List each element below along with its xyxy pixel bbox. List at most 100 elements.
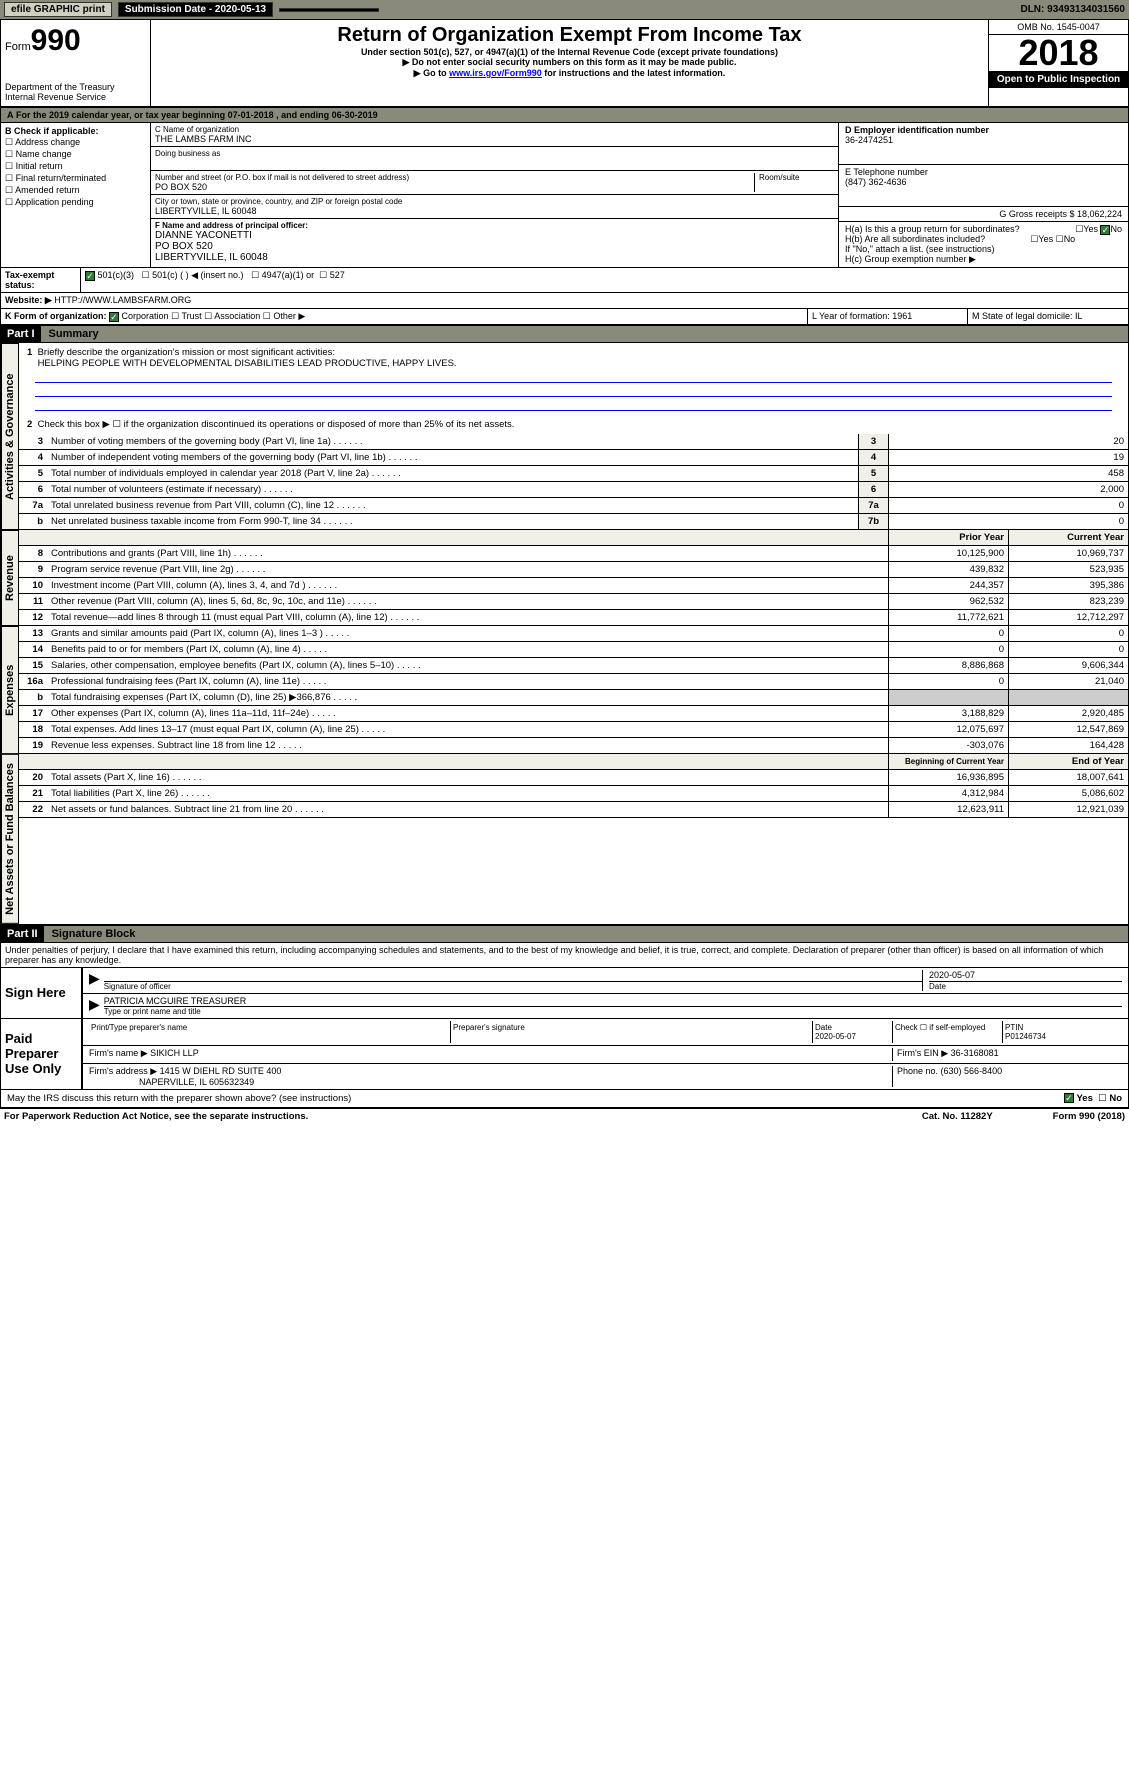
netassets-side-label: Net Assets or Fund Balances: [1, 754, 19, 924]
firm-addr2: NAPERVILLE, IL 605632349: [139, 1077, 254, 1087]
note2-prefix: ▶ Go to: [414, 68, 449, 78]
gov-line: 5Total number of individuals employed in…: [19, 466, 1128, 482]
rev-line: 11Other revenue (Part VIII, column (A), …: [19, 594, 1128, 610]
firm-ein: Firm's EIN ▶ 36-3168081: [892, 1048, 1122, 1061]
no-check-icon: ✓: [1100, 225, 1110, 235]
exp-line: 17Other expenses (Part IX, column (A), l…: [19, 706, 1128, 722]
officer-typed-name: PATRICIA MCGUIRE TREASURER: [104, 996, 1122, 1007]
check-name-change[interactable]: ☐ Name change: [5, 149, 146, 160]
note2: ▶ Go to www.irs.gov/Form990 for instruct…: [155, 68, 984, 79]
net-header-row: Beginning of Current Year End of Year: [19, 754, 1128, 770]
exp-line: bTotal fundraising expenses (Part IX, co…: [19, 690, 1128, 706]
footer-left: For Paperwork Reduction Act Notice, see …: [4, 1111, 308, 1122]
h-note: If "No," attach a list. (see instruction…: [845, 244, 1122, 254]
yes-check-icon: ✓: [1064, 1093, 1074, 1103]
check-amended[interactable]: ☐ Amended return: [5, 185, 146, 196]
address-row: Number and street (or P.O. box if mail i…: [151, 171, 838, 195]
sign-here-row: Sign Here ▶ Signature of officer 2020-05…: [0, 967, 1129, 1019]
h-a-row: H(a) Is this a group return for subordin…: [845, 224, 1122, 234]
exp-line: 19Revenue less expenses. Subtract line 1…: [19, 738, 1128, 754]
street-address: PO BOX 520: [155, 182, 754, 192]
prep-date-label: Date: [815, 1023, 832, 1032]
gov-line: 4Number of independent voting members of…: [19, 450, 1128, 466]
dept-treasury: Department of the Treasury: [5, 82, 146, 92]
k-assoc: Association: [214, 311, 260, 321]
tax-year-text: For the 2019 calendar year, or tax year …: [16, 110, 378, 120]
k-row: K Form of organization: ✓ Corporation ☐ …: [0, 309, 1129, 325]
q2-text: Check this box ▶ ☐ if the organization d…: [38, 419, 515, 430]
irs-label: Internal Revenue Service: [5, 92, 146, 102]
firm-addr-label: Firm's address ▶: [89, 1066, 157, 1076]
check-applicable-label: B Check if applicable:: [5, 126, 146, 136]
check-address-change[interactable]: ☐ Address change: [5, 137, 146, 148]
phone-block: E Telephone number (847) 362-4636: [839, 165, 1128, 207]
rev-line: 12Total revenue—add lines 8 through 11 (…: [19, 610, 1128, 626]
revenue-side-label: Revenue: [1, 530, 19, 626]
footer-right: Form 990 (2018): [1053, 1111, 1125, 1122]
room-label: Room/suite: [754, 173, 834, 192]
exp-line: 14Benefits paid to or for members (Part …: [19, 642, 1128, 658]
check-application-pending[interactable]: ☐ Application pending: [5, 197, 146, 208]
firm-name-value: SIKICH LLP: [150, 1048, 199, 1058]
dba-label: Doing business as: [155, 149, 834, 158]
h-block: H(a) Is this a group return for subordin…: [839, 222, 1128, 267]
page-footer: For Paperwork Reduction Act Notice, see …: [0, 1108, 1129, 1124]
prep-sig-label: Preparer's signature: [450, 1021, 812, 1043]
dba-row: Doing business as: [151, 147, 838, 171]
tax-year-row: A For the 2019 calendar year, or tax yea…: [0, 107, 1129, 123]
h-c-row: H(c) Group exemption number ▶: [845, 254, 1122, 265]
date-label: Date: [929, 982, 1122, 991]
discuss-no: No: [1109, 1093, 1122, 1104]
check-initial-return[interactable]: ☐ Initial return: [5, 161, 146, 172]
gov-line: 3Number of voting members of the governi…: [19, 434, 1128, 450]
form-990-num: 990: [31, 24, 81, 57]
sig-date-value: 2020-05-07: [929, 970, 1122, 982]
return-title: Return of Organization Exempt From Incom…: [155, 24, 984, 47]
part1-title: Summary: [41, 326, 107, 342]
mission-block: 1 Briefly describe the organization's mi…: [19, 343, 1128, 415]
c-label: C Name of organization: [155, 125, 834, 134]
gov-line: 7aTotal unrelated business revenue from …: [19, 498, 1128, 514]
type-label: Type or print name and title: [104, 1007, 1122, 1016]
exp-line: 13Grants and similar amounts paid (Part …: [19, 626, 1128, 642]
perjury-text: Under penalties of perjury, I declare th…: [0, 943, 1129, 967]
part1-header-bar: Part I Summary: [0, 325, 1129, 343]
netassets-section: Net Assets or Fund Balances Beginning of…: [0, 754, 1129, 925]
firm-addr1: 1415 W DIEHL RD SUITE 400: [160, 1066, 282, 1076]
sig-officer-label: Signature of officer: [104, 982, 922, 991]
topbar: efile GRAPHIC print Submission Date - 20…: [0, 0, 1129, 19]
efile-button[interactable]: efile GRAPHIC print: [4, 2, 112, 17]
rev-line: 9Program service revenue (Part VIII, lin…: [19, 562, 1128, 578]
note1: ▶ Do not enter social security numbers o…: [155, 57, 984, 68]
paid-preparer-label: Paid Preparer Use Only: [1, 1019, 81, 1089]
part2-badge: Part II: [1, 926, 44, 942]
gov-line: 6Total number of volunteers (estimate if…: [19, 482, 1128, 498]
prep-date-value: 2020-05-07: [815, 1032, 856, 1041]
footer-center: Cat. No. 11282Y: [922, 1111, 993, 1122]
check-final-return[interactable]: ☐ Final return/terminated: [5, 173, 146, 184]
tax-exempt-row: Tax-exempt status: ✓ 501(c)(3) ☐ 501(c) …: [0, 268, 1129, 293]
form-number: Form990: [5, 24, 146, 58]
net-line: 20Total assets (Part X, line 16) . . . .…: [19, 770, 1128, 786]
501c3-check-icon: ✓: [85, 271, 95, 281]
exp-line: 18Total expenses. Add lines 13–17 (must …: [19, 722, 1128, 738]
opt-4947: 4947(a)(1) or: [262, 270, 315, 280]
ein-block: D Employer identification number 36-2474…: [839, 123, 1128, 165]
revenue-section: Revenue Prior Year Current Year 8Contrib…: [0, 530, 1129, 626]
j-label: Website: ▶: [5, 295, 52, 305]
subtitle: Under section 501(c), 527, or 4947(a)(1)…: [155, 47, 984, 57]
h-b-row: H(b) Are all subordinates included? ☐Yes…: [845, 234, 1122, 244]
submission-date-button[interactable]: Submission Date - 2020-05-13: [118, 2, 273, 17]
m-state-domicile: M State of legal domicile: IL: [968, 309, 1128, 324]
irs-link[interactable]: www.irs.gov/Form990: [449, 68, 542, 78]
f-label: F Name and address of principal officer:: [155, 221, 834, 230]
dln: DLN: 93493134031560: [1020, 4, 1125, 15]
expenses-side-label: Expenses: [1, 626, 19, 754]
city-label: City or town, state or province, country…: [155, 197, 834, 206]
open-public-badge: Open to Public Inspection: [989, 71, 1128, 88]
officer-addr2: LIBERTYVILLE, IL 60048: [155, 252, 834, 263]
note2-suffix: for instructions and the latest informat…: [542, 68, 726, 78]
officer-addr1: PO BOX 520: [155, 241, 834, 252]
discuss-text: May the IRS discuss this return with the…: [7, 1093, 351, 1104]
blank-button[interactable]: [279, 8, 379, 12]
